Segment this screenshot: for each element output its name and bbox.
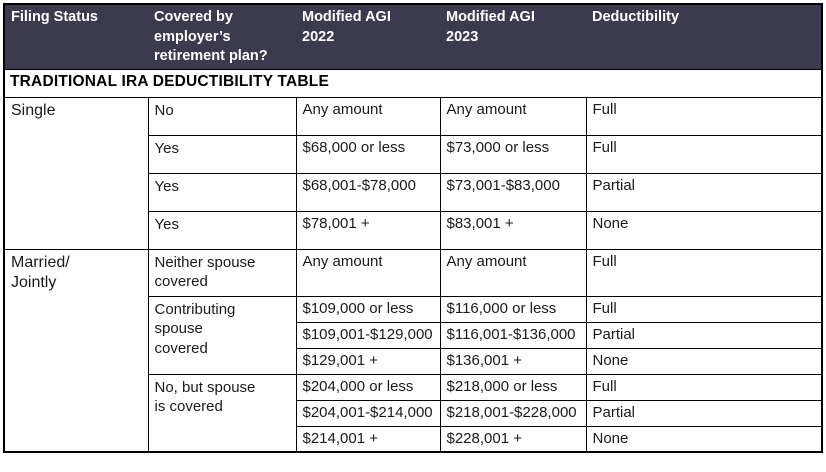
agi-2022-cell: $214,001 +: [295, 425, 441, 453]
agi-2022-cell: $129,001 +: [295, 347, 441, 375]
agi-2022-cell: $109,001-$129,000: [295, 321, 441, 349]
table-row: $109,001-$129,000 $116,001-$136,000 Part…: [4, 321, 823, 349]
table-row: Married/ Jointly Neither spouse covered …: [3, 248, 823, 453]
covered-cell-contributing-spouse: Contributing spouse covered: [147, 295, 297, 375]
agi-2022-cell: Any amount: [295, 248, 441, 297]
agi-2022-cell: $78,001 +: [295, 210, 441, 250]
deductibility-cell: None: [585, 425, 823, 453]
agi-2023-cell: $218,001-$228,000: [439, 399, 587, 427]
deductibility-cell: None: [585, 210, 823, 250]
table-row: $214,001 + $228,001 + None: [4, 425, 823, 453]
table-row: Yes $78,001 + $83,001 + None: [4, 210, 823, 250]
agi-2023-cell: $116,001-$136,000: [439, 321, 587, 349]
covered-cell-spouse-covered: No, but spouse is covered: [147, 373, 297, 453]
table-row: Yes $68,001-$78,000 $73,001-$83,000 Part…: [4, 172, 823, 212]
agi-2023-cell: Any amount: [439, 96, 587, 136]
header-row: Filing Status Covered by employer’s reti…: [4, 3, 822, 70]
deductibility-cell: Partial: [585, 321, 823, 349]
deductibility-cell: Partial: [585, 399, 823, 427]
covered-cell: Yes: [147, 210, 297, 250]
covered-cell: Yes: [147, 172, 297, 212]
table-header: Filing Status Covered by employer’s reti…: [4, 3, 822, 70]
agi-2023-cell: $116,000 or less: [439, 295, 587, 323]
ira-deductibility-table: TRADITIONAL IRA DEDUCTIBILITY TABLE Fili…: [3, 3, 823, 454]
table-title: TRADITIONAL IRA DEDUCTIBILITY TABLE: [3, 68, 823, 98]
deductibility-cell: Full: [585, 134, 823, 174]
deductibility-cell: Full: [585, 295, 823, 323]
agi-2023-cell: $73,000 or less: [439, 134, 587, 174]
covered-cell: Neither spouse covered: [147, 248, 297, 297]
agi-2023-cell: $136,001 +: [439, 347, 587, 375]
agi-2023-cell: $73,001-$83,000: [439, 172, 587, 212]
agi-2023-cell: $83,001 +: [439, 210, 587, 250]
deductibility-cell: Full: [585, 373, 823, 401]
filing-status-cell-single: Single: [3, 96, 149, 250]
table-row: $129,001 + $136,001 + None: [4, 347, 823, 375]
table-row: Single No Any amount Any amount Full: [3, 96, 823, 250]
table-body: Single No Any amount Any amount Full Yes…: [3, 96, 823, 453]
agi-2022-cell: Any amount: [295, 96, 441, 136]
agi-2022-cell: $204,000 or less: [295, 373, 441, 401]
covered-cell: No: [147, 96, 297, 136]
deductibility-cell: Full: [585, 248, 823, 297]
table-row: Yes $68,000 or less $73,000 or less Full: [4, 134, 823, 174]
table-row: Contributing spouse covered $109,000 or …: [4, 295, 823, 375]
table-row: No, but spouse is covered $204,000 or le…: [4, 373, 823, 453]
agi-2022-cell: $204,001-$214,000: [295, 399, 441, 427]
covered-cell: Yes: [147, 134, 297, 174]
col-header-deductibility: Deductibility: [586, 3, 822, 70]
agi-2022-cell: $68,001-$78,000: [295, 172, 441, 212]
agi-2023-cell: $218,000 or less: [439, 373, 587, 401]
agi-2023-cell: $228,001 +: [439, 425, 587, 453]
table-title-row: TRADITIONAL IRA DEDUCTIBILITY TABLE: [3, 68, 823, 98]
deductibility-cell: Full: [585, 96, 823, 136]
deductibility-cell: Partial: [585, 172, 823, 212]
col-header-filing-status: Filing Status: [4, 3, 148, 70]
agi-2022-cell: $109,000 or less: [295, 295, 441, 323]
filing-status-cell-married: Married/ Jointly: [3, 248, 149, 453]
col-header-agi-2023: Modified AGI 2023: [440, 3, 586, 70]
agi-2023-cell: Any amount: [439, 248, 587, 297]
deductibility-cell: None: [585, 347, 823, 375]
col-header-covered-by-plan: Covered by employer’s retirement plan?: [148, 3, 296, 70]
col-header-agi-2022: Modified AGI 2022: [296, 3, 440, 70]
agi-2022-cell: $68,000 or less: [295, 134, 441, 174]
